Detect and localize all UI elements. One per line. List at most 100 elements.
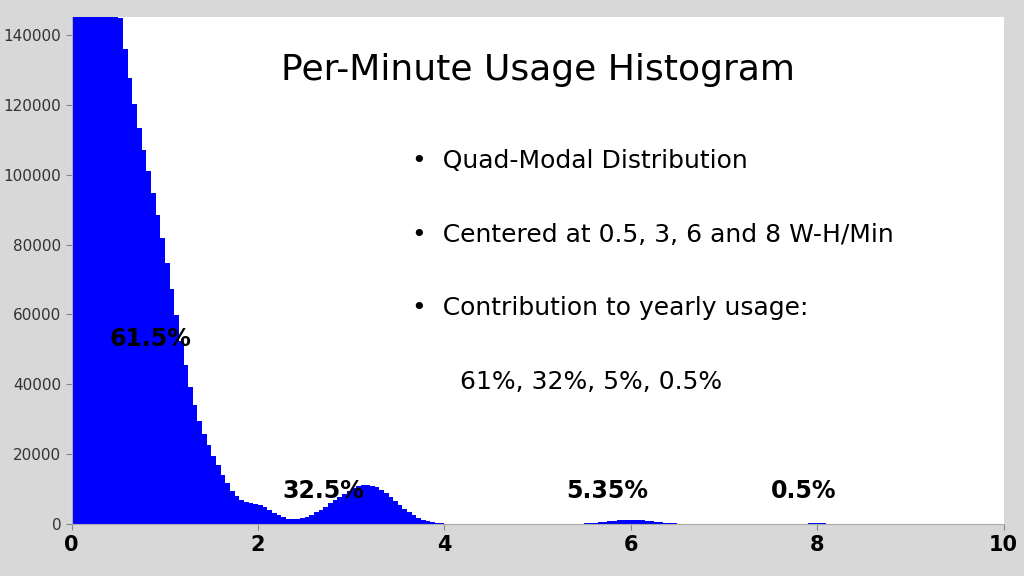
Bar [318,510,324,524]
Bar [607,521,612,524]
Bar [393,501,397,524]
Bar [225,483,230,524]
Bar [282,517,286,524]
Bar [109,0,114,524]
Bar [314,513,318,524]
Bar [272,513,276,524]
Bar [631,520,636,524]
Bar [81,0,86,524]
Bar [356,487,360,524]
Bar [589,523,594,524]
Bar [622,520,626,524]
Bar [612,521,616,524]
Bar [286,519,291,524]
Text: •  Contribution to yearly usage:: • Contribution to yearly usage: [412,296,808,320]
Bar [430,522,435,524]
Bar [370,486,375,524]
Bar [141,150,146,524]
Bar [234,496,240,524]
Bar [658,522,664,524]
Bar [77,0,81,524]
Bar [174,315,179,524]
Bar [216,465,221,524]
Bar [337,497,342,524]
Text: 61%, 32%, 5%, 0.5%: 61%, 32%, 5%, 0.5% [412,370,722,393]
Bar [300,518,305,524]
Bar [421,520,426,524]
Bar [435,523,439,524]
Bar [230,491,234,524]
Bar [426,521,430,524]
Bar [244,502,249,524]
Bar [366,485,370,524]
Bar [412,516,417,524]
Bar [309,515,314,524]
Bar [397,505,402,524]
Bar [645,521,649,524]
Bar [198,420,202,524]
Bar [342,494,346,524]
Bar [333,500,337,524]
Bar [193,405,198,524]
Bar [258,505,263,524]
Bar [202,434,207,524]
Bar [384,493,388,524]
Bar [86,0,90,524]
Bar [408,513,412,524]
Bar [267,510,272,524]
Bar [183,365,188,524]
Bar [654,522,658,524]
Bar [291,520,295,524]
Bar [132,104,137,524]
Bar [324,506,328,524]
Bar [72,0,77,524]
Bar [188,386,193,524]
Bar [90,0,95,524]
Bar [104,0,109,524]
Bar [626,520,631,524]
Bar [346,491,351,524]
Bar [114,0,119,524]
Bar [640,521,645,524]
Bar [123,49,128,524]
Bar [351,488,356,524]
Text: 5.35%: 5.35% [566,479,648,503]
Bar [276,515,282,524]
Bar [146,171,151,524]
Bar [328,503,333,524]
Bar [119,18,123,524]
Bar [305,517,309,524]
Bar [402,509,408,524]
Bar [160,238,165,524]
Bar [99,0,104,524]
Bar [170,289,174,524]
Bar [179,341,183,524]
Bar [664,523,668,524]
Bar [207,445,212,524]
Bar [240,499,244,524]
Bar [253,504,258,524]
Bar [95,0,99,524]
Bar [151,192,156,524]
Bar [249,503,253,524]
Bar [668,523,673,524]
Text: 61.5%: 61.5% [110,327,191,351]
Bar [598,522,603,524]
Bar [603,522,607,524]
Bar [212,456,216,524]
Text: •  Centered at 0.5, 3, 6 and 8 W-H/Min: • Centered at 0.5, 3, 6 and 8 W-H/Min [412,222,894,247]
Bar [594,523,598,524]
Bar [165,263,170,524]
Bar [221,475,225,524]
Bar [417,518,421,524]
Bar [388,497,393,524]
Bar [360,486,366,524]
Text: Per-Minute Usage Histogram: Per-Minute Usage Histogram [281,53,795,87]
Text: •  Quad-Modal Distribution: • Quad-Modal Distribution [412,149,748,173]
Bar [295,519,300,524]
Bar [636,520,640,524]
Bar [156,215,160,524]
Text: 0.5%: 0.5% [770,479,836,503]
Text: 32.5%: 32.5% [283,479,365,503]
Bar [128,78,132,524]
